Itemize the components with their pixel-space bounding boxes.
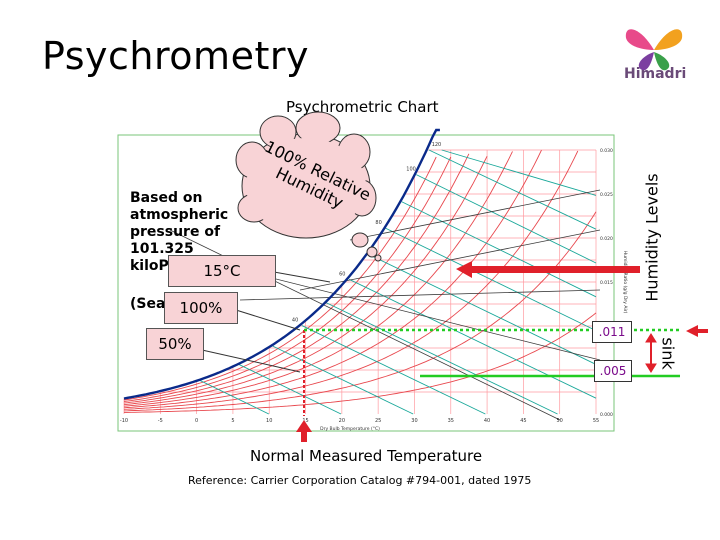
callout-15-leader — [273, 271, 331, 283]
humidity-levels-label: Humidity Levels — [640, 173, 662, 306]
y-tick-label: 0.000 — [600, 412, 613, 418]
x-tick-label: 40 — [484, 418, 490, 424]
x-tick-label: 35 — [448, 418, 454, 424]
x-tick-label: 45 — [520, 418, 526, 424]
y-tick-label: 0.015 — [600, 280, 613, 286]
rh-curve — [123, 156, 452, 403]
humidity-levels-arrow — [456, 261, 640, 278]
enthalpy-line — [401, 201, 597, 298]
enthalpy-line — [272, 345, 414, 415]
y-tick-label: 0.025 — [600, 192, 613, 198]
rh-curve — [123, 155, 488, 406]
rh-curve — [123, 153, 470, 404]
callout-50-leader — [201, 349, 301, 373]
guide-line — [299, 229, 601, 291]
y-axis-label: Humidity Ratio (g/g Dry Air) — [622, 251, 628, 314]
enthalpy-tick-label: 100 — [406, 167, 416, 173]
sink-double-arrow — [645, 333, 657, 373]
enthalpy-tick-label: 60 — [339, 271, 345, 277]
x-tick-label: 15 — [302, 418, 308, 424]
callout-15c: 15°C — [168, 255, 276, 287]
enthalpy-line — [301, 325, 486, 415]
callout-50-percent: 50% — [146, 328, 204, 360]
y-tick-label: 0.030 — [600, 148, 613, 154]
enthalpy-tick-labels: 120 100 80 60 40 — [292, 142, 441, 324]
enthalpy-line — [385, 227, 597, 332]
callout-100-percent: 100% — [164, 292, 238, 324]
enthalpy-tick-label: 40 — [292, 318, 298, 324]
x-tick-label: -5 — [158, 418, 163, 424]
measured-temperature-arrow — [296, 420, 312, 442]
humidity-ratio-011: .011 — [592, 321, 632, 343]
cloud-bubble-3 — [374, 254, 382, 262]
enthalpy-line — [428, 149, 597, 230]
rh-curve — [123, 151, 513, 407]
x-tick-label: -10 — [120, 418, 128, 424]
y-tick-label: 0.020 — [600, 236, 613, 242]
cloud-bubble-2 — [366, 246, 378, 258]
enthalpy-line — [325, 301, 558, 415]
sink-text: sink — [658, 337, 678, 370]
humidity-gridlines — [156, 149, 596, 393]
enthalpy-line — [238, 363, 342, 415]
enthalpy-lines — [200, 149, 597, 415]
saturation-curve — [123, 128, 440, 400]
guide-line — [239, 289, 601, 301]
enthalpy-tick-label: 80 — [375, 220, 381, 226]
x-tick-label: 5 — [231, 418, 234, 424]
x-axis-ticks: -10 -5 0 5 10 15 20 25 30 35 40 45 50 55 — [120, 418, 599, 424]
x-tick-label: 10 — [266, 418, 272, 424]
rh-curve — [123, 211, 597, 412]
enthalpy-line — [348, 278, 597, 399]
x-tick-label: 30 — [411, 418, 417, 424]
himadri-butterfly-logo — [625, 29, 683, 71]
humidity-ratio-005: .005 — [594, 360, 632, 382]
x-tick-label: 55 — [593, 418, 599, 424]
rh-curve — [124, 312, 597, 413]
slide-title: Psychrometry — [42, 34, 309, 78]
sink-label: sink — [658, 332, 678, 372]
x-axis-label: Dry Bulb Temperature (°C) — [320, 426, 380, 432]
callout-100-leader — [235, 309, 301, 331]
cloud-bubble-1 — [351, 232, 369, 248]
enthalpy-tick-label: 120 — [432, 142, 442, 148]
humidity-levels-text: Humidity Levels — [642, 173, 662, 302]
enthalpy-line — [416, 174, 597, 264]
x-tick-label: 0 — [195, 418, 198, 424]
guide-line — [349, 189, 601, 241]
enthalpy-line — [200, 380, 269, 415]
sea-level-note: (Sea — [130, 296, 166, 312]
measured-temperature-label: Normal Measured Temperature — [250, 447, 483, 465]
pressure-note: Based on atmospheric pressure of 101.325… — [130, 190, 229, 274]
logo-text: Himadri — [624, 66, 687, 82]
x-tick-label: 25 — [375, 418, 381, 424]
rh-curve — [123, 156, 437, 401]
x-tick-label: 20 — [339, 418, 345, 424]
enthalpy-line — [367, 253, 597, 365]
sink-inlet-arrow — [686, 325, 708, 337]
reference-note: Reference: Carrier Corporation Catalog #… — [188, 474, 532, 487]
enthalpy-line — [441, 149, 597, 196]
x-tick-label: 50 — [557, 418, 563, 424]
chart-frame — [117, 134, 615, 432]
chart-title: Psychrometric Chart — [286, 98, 439, 116]
